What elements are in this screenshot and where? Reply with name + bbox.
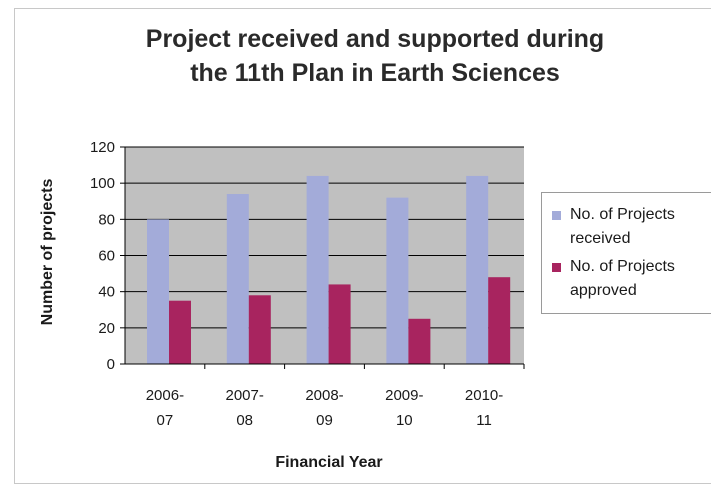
chart-title-line-1: Project received and supported during (145, 25, 605, 53)
y-axis-title: Number of projects (39, 179, 56, 326)
x-axis-title: Financial Year (275, 454, 382, 471)
y-tick-label: 40 (98, 284, 115, 301)
legend-swatch-approved (552, 263, 561, 272)
x-tick-label: 2006- (146, 387, 184, 404)
x-tick-label: 07 (157, 412, 174, 429)
bar-received (466, 175, 489, 364)
chart-title: Project received and supported during th… (40, 22, 710, 90)
bar-received (386, 197, 409, 364)
bar-received (306, 175, 329, 364)
legend-label-received: No. of Projects received (570, 206, 675, 247)
y-tick-label: 100 (90, 175, 115, 192)
legend-swatch-received (552, 211, 561, 220)
y-tick-label: 60 (98, 248, 115, 265)
y-tick-label: 80 (98, 211, 115, 228)
bar-approved (488, 277, 511, 364)
chart-title-line-2: the 11th Plan in Earth Sciences (190, 59, 560, 87)
x-tick-label: 2009- (385, 387, 423, 404)
legend-label-approved: No. of Projects approved (570, 258, 675, 299)
y-tick-label: 20 (98, 320, 115, 337)
bar-approved (169, 300, 191, 364)
bar-approved (408, 318, 431, 364)
x-tick-label: 11 (476, 412, 492, 429)
bar-approved (328, 284, 351, 364)
bar-received (147, 219, 169, 364)
x-tick-label: 09 (316, 412, 333, 429)
x-tick-label: 2010- (465, 387, 503, 404)
bar-received (226, 194, 249, 364)
x-tick-label: 10 (396, 412, 413, 429)
x-tick-label: 2007- (226, 387, 264, 404)
y-tick-label: 0 (107, 356, 115, 373)
chart-legend: No. of Projects received No. of Projects… (541, 192, 711, 314)
x-tick-label: 2008- (305, 387, 343, 404)
y-tick-label: 120 (90, 139, 115, 156)
bar-approved (248, 295, 271, 364)
x-tick-label: 08 (236, 412, 253, 429)
